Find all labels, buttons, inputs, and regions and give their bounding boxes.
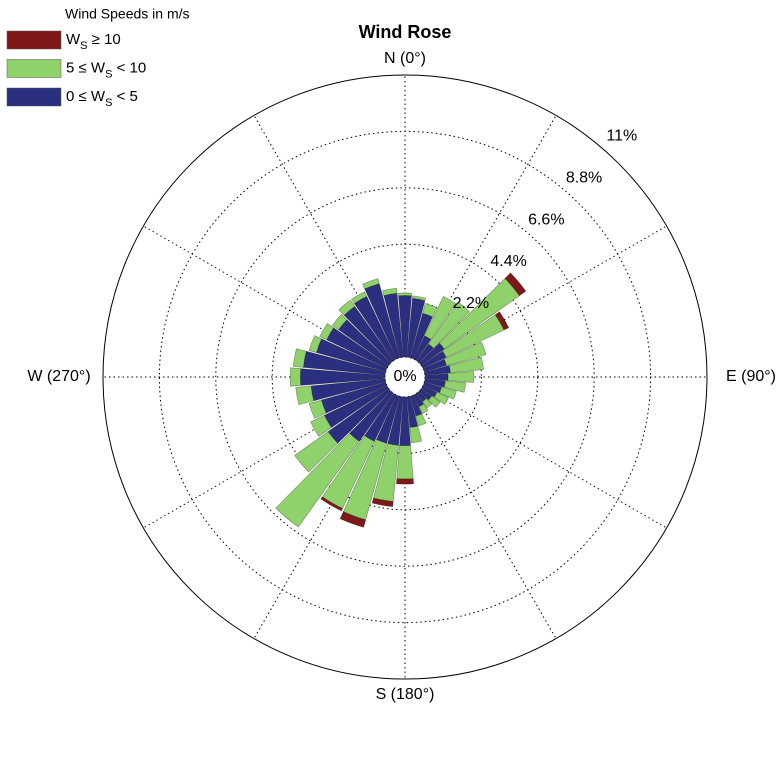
bar-segment xyxy=(416,390,427,403)
bar-segment xyxy=(319,322,335,341)
legend-label: 5 ≤ WS < 10 xyxy=(66,59,146,80)
grid-ring xyxy=(215,187,595,567)
theta-tick-label: N (0°) xyxy=(384,50,426,67)
spoke xyxy=(422,386,667,529)
bar-segment xyxy=(342,439,388,521)
bar-segment xyxy=(387,395,404,446)
bar-segment xyxy=(295,385,315,406)
chart-title: Wind Rose xyxy=(359,22,452,42)
bar-segment xyxy=(343,305,394,364)
spoke xyxy=(414,115,557,360)
bar-segment xyxy=(427,301,470,349)
bar-segment xyxy=(373,443,399,502)
spoke xyxy=(253,115,396,360)
bar-segment xyxy=(413,335,432,362)
bar-segment xyxy=(415,413,427,427)
bar-segment xyxy=(308,335,323,354)
r-tick-label: 0% xyxy=(393,368,416,385)
legend-title: Wind Speeds in m/s xyxy=(65,6,190,22)
bar-segment xyxy=(420,385,438,398)
bar-segment xyxy=(423,378,446,388)
spoke xyxy=(422,225,667,368)
bar-segment xyxy=(504,272,527,297)
r-tick-label: 11% xyxy=(606,127,637,144)
bar-segment xyxy=(396,445,414,480)
bar-segment xyxy=(310,414,333,437)
theta-tick-label: E (90°) xyxy=(726,368,776,385)
bar-segment xyxy=(275,432,360,528)
legend-swatch xyxy=(6,30,62,50)
grid-ring xyxy=(271,243,539,511)
bar-segment xyxy=(331,313,348,331)
legend-label: WS ≥ 10 xyxy=(66,31,121,52)
center-hole xyxy=(387,359,423,395)
r-tick-label: 2.2% xyxy=(453,295,489,312)
bar-segment xyxy=(316,338,388,373)
bar-segment xyxy=(422,302,438,318)
bar-segment xyxy=(364,392,397,442)
spoke xyxy=(143,225,388,368)
bar-segment xyxy=(396,478,414,485)
bar-segment xyxy=(494,311,510,331)
spoke xyxy=(253,394,396,639)
outer-ring xyxy=(102,74,708,680)
bar-segment xyxy=(447,371,475,383)
r-tick-label: 6.6% xyxy=(528,211,564,228)
bar-segment xyxy=(409,425,423,444)
bar-segment xyxy=(412,295,426,302)
bar-segment xyxy=(300,368,386,386)
bar-segment xyxy=(422,358,447,373)
spoke xyxy=(414,394,557,639)
r-tick-label: 8.8% xyxy=(566,169,602,186)
bar-segment xyxy=(289,367,302,387)
bar-segment xyxy=(397,292,413,297)
legend-swatch xyxy=(6,59,62,78)
bar-segment xyxy=(382,287,398,297)
bar-segment xyxy=(308,399,327,419)
theta-tick-label: W (270°) xyxy=(27,368,90,385)
bar-segment xyxy=(418,342,445,366)
bar-segment xyxy=(362,278,380,290)
bar-segment xyxy=(406,395,419,428)
bar-segment xyxy=(338,299,356,316)
bar-segment xyxy=(418,403,429,415)
bar-segment xyxy=(339,511,367,528)
legend-label: 0 ≤ WS < 5 xyxy=(66,88,138,109)
bar-segment xyxy=(350,291,368,305)
bar-segment xyxy=(422,381,443,394)
bar-segment xyxy=(418,388,433,401)
theta-tick-label: S (180°) xyxy=(376,686,435,703)
bar-segment xyxy=(294,431,339,473)
grid-ring xyxy=(158,130,652,624)
bar-segment xyxy=(349,390,394,442)
legend-swatch xyxy=(6,87,62,107)
r-tick-label: 4.4% xyxy=(490,253,526,270)
bar-segment xyxy=(433,391,450,405)
bar-segment xyxy=(443,380,467,393)
bar-segment xyxy=(420,350,447,369)
bar-segment xyxy=(320,496,344,512)
bar-segment xyxy=(292,348,307,368)
bar-segment xyxy=(409,394,423,417)
spoke xyxy=(143,386,388,529)
bar-segment xyxy=(448,356,484,374)
bar-segment xyxy=(427,395,441,408)
bar-segment xyxy=(442,314,505,358)
bar-segment xyxy=(443,341,487,366)
bar-segment xyxy=(424,295,457,340)
bar-segment xyxy=(422,398,433,409)
bar-segment xyxy=(439,386,457,400)
bar-segment xyxy=(371,497,394,508)
